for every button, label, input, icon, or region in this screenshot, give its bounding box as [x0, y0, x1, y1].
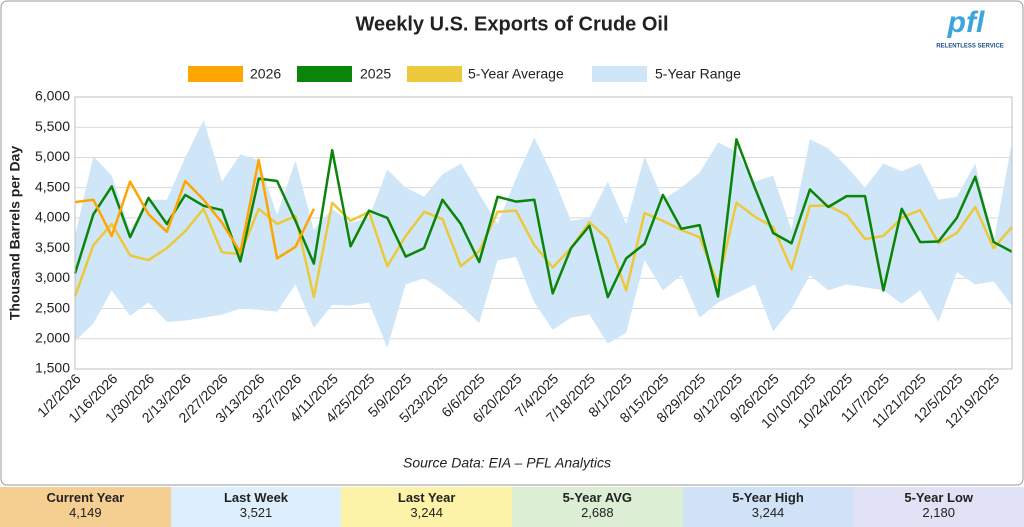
- y-tick-label: 3,500: [35, 239, 70, 255]
- summary-cell: Last Year 3,244: [341, 487, 513, 527]
- logo: pfl: [947, 6, 985, 39]
- y-tick-label: 4,000: [35, 209, 70, 225]
- series-line: [73, 201, 1013, 299]
- y-tick-label: 1,500: [35, 360, 70, 376]
- legend-label: 2025: [360, 66, 391, 82]
- summary-cell: Current Year 4,149: [0, 487, 171, 527]
- summary-value: 2,180: [922, 505, 955, 520]
- summary-cell: 5-Year Low 2,180: [853, 487, 1024, 527]
- summary-cell: Last Week 3,521: [170, 487, 342, 527]
- range-area: [75, 119, 1012, 348]
- summary-table: Current Year 4,149 Last Week 3,521 Last Year…: [0, 487, 1024, 527]
- summary-value: 3,521: [239, 505, 273, 520]
- series-line: [74, 158, 315, 260]
- y-tick-label: 6,000: [35, 88, 70, 104]
- legend-label: 5-Year Average: [468, 66, 564, 82]
- plot-border: [74, 96, 1013, 370]
- source: Source Data: EIA – PFL Analytics: [403, 455, 611, 471]
- summary-label: Last Week: [223, 490, 289, 505]
- logo-tagline: RELENTLESS SERVICE: [936, 44, 1004, 50]
- legend-label: 5-Year Range: [655, 66, 741, 82]
- summary-value: 2,688: [581, 505, 614, 520]
- y-tick-label: 5,000: [35, 148, 70, 164]
- legend-swatch: [407, 66, 462, 82]
- legend-swatch: [297, 66, 352, 82]
- y-tick-label: 3,000: [35, 269, 70, 285]
- chart-title: Weekly U.S. Exports of Crude Oil: [355, 13, 668, 35]
- summary-label: 5-Year AVG: [562, 490, 633, 505]
- y-tick-label: 5,500: [35, 118, 70, 134]
- summary-label: Last Year: [397, 490, 456, 505]
- y-tick-label: 4,500: [35, 178, 70, 194]
- summary-value: 3,244: [410, 505, 443, 520]
- summary-cell: 5-Year High 3,244: [682, 487, 854, 527]
- y-axis-label: Thousand Barrels per Day: [7, 146, 23, 320]
- summary-label: 5-Year High: [732, 490, 804, 505]
- y-tick-label: 2,500: [35, 299, 70, 315]
- legend-swatch: [592, 66, 647, 82]
- legend-label: 2026: [250, 66, 281, 82]
- chart: Weekly U.S. Exports of Crude Oil Thousan…: [0, 0, 1024, 486]
- summary-label: 5-Year Low: [904, 490, 974, 505]
- summary-value: 3,244: [751, 505, 785, 520]
- y-tick-label: 2,000: [35, 329, 70, 345]
- legend-swatch: [188, 66, 243, 82]
- summary-label: Current Year: [46, 490, 125, 505]
- summary-cell: 5-Year AVG 2,688: [512, 487, 683, 527]
- summary-value: 4,149: [69, 505, 102, 520]
